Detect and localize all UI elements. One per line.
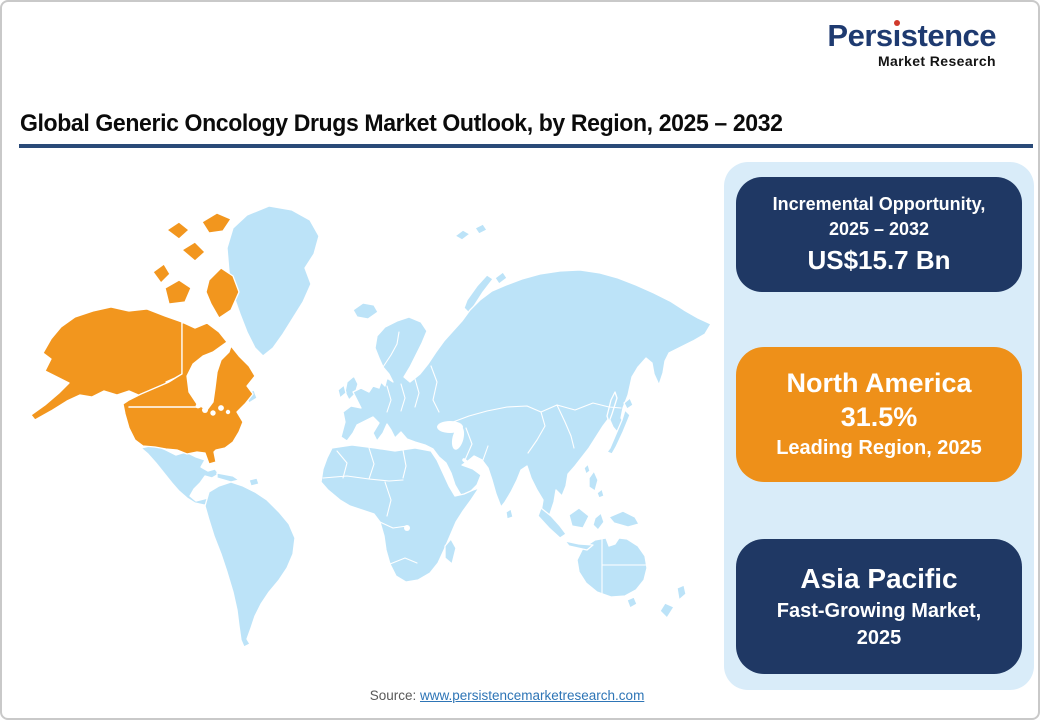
asia-pacific-subtitle: Fast-Growing Market, 2025	[776, 600, 982, 649]
source-link[interactable]: www.persistencemarketresearch.com	[419, 688, 645, 703]
logo-i-red-dot: ı	[892, 18, 902, 53]
map-borders	[128, 331, 647, 597]
world-map-svg	[30, 205, 712, 648]
world-map	[17, 160, 717, 695]
source-label: Source:	[369, 688, 417, 703]
title-underline	[19, 144, 1033, 148]
region-rest-of-world	[140, 205, 712, 648]
card-incremental-opportunity: Incremental Opportunity, 2025 – 2032 US$…	[736, 177, 1022, 292]
card-asia-pacific: Asia Pacific Fast-Growing Market, 2025	[736, 539, 1022, 674]
north-america-label: North America	[786, 367, 972, 398]
card-north-america: North America 31.5% Leading Region, 2025	[736, 347, 1022, 482]
page-title: Global Generic Oncology Drugs Market Out…	[20, 110, 783, 137]
logo-title: Persıstence	[827, 18, 996, 53]
logo: Persıstence Market Research	[827, 20, 996, 68]
region-north-america	[30, 212, 256, 465]
map-lakes	[195, 403, 465, 531]
source-line: Source: www.persistencemarketresearch.co…	[2, 688, 1012, 703]
logo-subtitle: Market Research	[877, 53, 996, 69]
asia-pacific-label: Asia Pacific	[800, 563, 958, 594]
north-america-subtitle: Leading Region, 2025	[776, 437, 982, 460]
north-america-share-value: 31.5%	[840, 402, 918, 433]
stats-panel: Incremental Opportunity, 2025 – 2032 US$…	[724, 162, 1034, 690]
incremental-opportunity-value: US$15.7 Bn	[807, 245, 951, 276]
incremental-opportunity-label: Incremental Opportunity, 2025 – 2032	[772, 194, 986, 240]
